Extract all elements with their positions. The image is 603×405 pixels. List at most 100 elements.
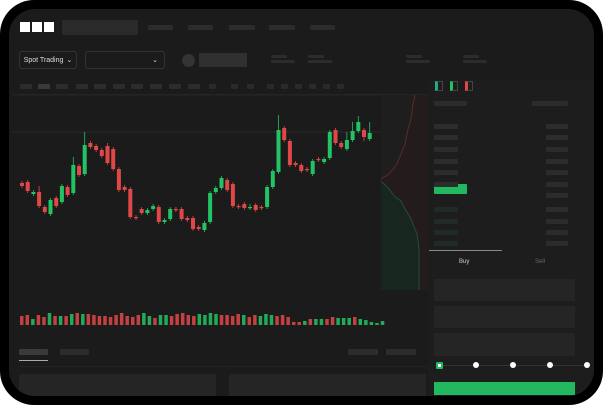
volume-bar [280,315,285,325]
tab-buy[interactable]: Buy [459,259,470,265]
ask-amount [546,170,568,175]
candlestick-chart[interactable] [9,9,594,396]
slider-stop[interactable] [510,362,516,368]
candle-body [253,205,258,210]
orderbook-bids-icon[interactable] [450,81,458,91]
orderbook-header-price [434,101,467,106]
okx-logo [20,22,54,32]
volume-bar [242,315,246,325]
search-bar[interactable] [62,20,138,35]
chevron-down-icon: ⌄ [152,57,158,64]
chart-tool-icon[interactable] [267,84,274,89]
volume-bar [219,315,224,325]
bid-depth-area [381,181,419,290]
volume-bar [286,317,290,325]
coin-icon [182,54,195,67]
timeframe-button[interactable] [94,84,106,89]
bid-price [434,207,458,212]
candle-body [111,149,116,169]
candle-body [145,210,150,213]
stat-value [308,60,332,63]
candle-body [173,209,178,211]
ask-amount [546,159,568,164]
bottom-action[interactable] [348,349,378,355]
chart-tool-icon[interactable] [247,84,254,89]
nav-item[interactable] [269,25,295,30]
orderbook-asks-icon[interactable] [465,81,473,91]
chart-tool-icon[interactable] [323,84,330,89]
chart-tool-icon[interactable] [337,84,344,89]
candle-body [219,178,224,188]
candle-body [65,187,70,195]
bottom-action[interactable] [386,349,416,355]
buy-tab-underline [429,250,502,251]
total-input[interactable] [434,333,575,356]
timeframe-button[interactable] [20,84,32,89]
depth-chart [380,94,428,290]
candle-body [225,180,230,190]
volume-bar [20,316,24,325]
divider [19,366,427,367]
ask-amount [546,135,568,140]
timeframe-button[interactable] [113,84,125,89]
volume-bar [330,317,335,325]
candle-body [156,207,161,222]
tab-sell[interactable]: Sell [535,259,546,265]
volume-bar [314,319,318,325]
volume-bar [31,319,35,325]
timeframe-button[interactable] [131,84,143,89]
candle-body [367,133,372,139]
timeframe-button[interactable] [38,84,50,89]
nav-item[interactable] [188,25,213,30]
chart-tool-icon[interactable] [281,84,288,89]
candle-body [191,218,195,229]
pair-dropdown[interactable]: ⌄ [85,51,165,69]
candle-body [168,209,173,219]
timeframe-button[interactable] [150,84,162,89]
orderbook-both-icon[interactable] [435,81,443,91]
amount-input[interactable] [434,306,575,328]
ask-amount [546,147,568,152]
candle-body [276,130,281,172]
ask-price [434,147,458,152]
stat-label [406,55,422,58]
timeframe-button[interactable] [169,84,181,89]
candle-body [362,130,366,137]
nav-item[interactable] [229,25,255,30]
candle-body [151,206,156,209]
spot-trading-dropdown[interactable]: Spot Trading ⌄ [19,51,77,69]
volume-bar [247,317,252,325]
volume-bar [275,316,279,325]
volume-bar [175,314,179,325]
candle-body [20,183,24,186]
candle-body [305,169,309,171]
tab-order-history[interactable] [60,349,89,355]
slider-stop[interactable] [584,362,590,368]
chart-tool-icon[interactable] [309,84,316,89]
price-input[interactable] [434,279,575,301]
candle-body [299,165,304,171]
candle-body [162,220,167,222]
candle-body [59,186,64,202]
timeframe-button[interactable] [188,84,200,89]
candle-body [230,184,235,206]
buy-button[interactable] [434,382,575,395]
volume-bar [375,323,379,325]
nav-item[interactable] [310,25,335,30]
timeframe-button[interactable] [76,84,88,89]
volume-bar [369,322,374,325]
nav-item[interactable] [148,25,173,30]
bid-price [434,219,458,224]
slider-stop[interactable] [547,362,553,368]
chart-tool-icon[interactable] [209,84,216,89]
chart-tool-icon[interactable] [295,84,302,89]
tab-open-orders[interactable] [19,349,48,355]
candle-body [185,218,190,220]
slider-stop[interactable] [473,362,479,368]
candle-body [333,130,338,143]
timeframe-button[interactable] [56,84,68,89]
slider-stop[interactable] [436,362,443,369]
volume-bar [153,318,157,325]
chart-tool-icon[interactable] [231,84,238,89]
volume-bar [186,315,190,325]
